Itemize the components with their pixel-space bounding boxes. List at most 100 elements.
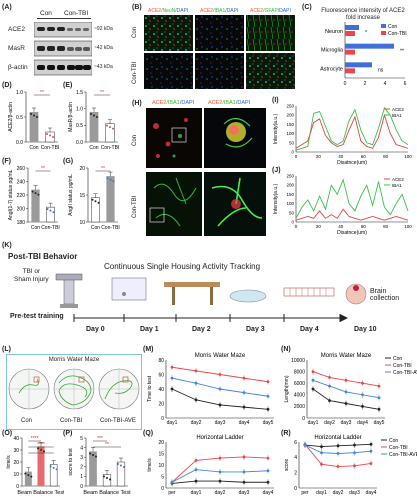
timeline-day-1: Day 1 bbox=[140, 326, 159, 333]
y-axis-label: Time to test bbox=[147, 375, 153, 402]
y-tick-label: 4 bbox=[294, 455, 297, 461]
panel-label-m: (M) bbox=[143, 346, 154, 353]
if-zoom-panel: ACE2/IBA1/DAPI ACE2/IBA1/DAPI Con Con-TB… bbox=[132, 100, 268, 238]
x-tick-label: per bbox=[168, 490, 176, 496]
x-tick-label: Con-TBI bbox=[101, 145, 120, 151]
timeline-pretest: Pre-test training bbox=[10, 313, 64, 320]
x-tick-label: 40 bbox=[338, 224, 344, 229]
panel-label-f: (F) bbox=[2, 158, 11, 165]
chart-e: 0.0 0.5 1.0 1.5 Con Con-TBI MasR/β-actin ** bbox=[68, 90, 120, 151]
y-tick-label: 3 bbox=[80, 455, 83, 461]
sig-label: * bbox=[365, 30, 367, 36]
category-label: Astrocyte bbox=[320, 66, 343, 72]
data-point bbox=[361, 381, 364, 385]
x-axis-label: Beam Balance Test bbox=[17, 490, 64, 496]
data-point bbox=[109, 126, 111, 129]
y-tick-label: 0.5 bbox=[16, 115, 23, 121]
chart-o: 0 10 20 30 40 time/s Beam Balance Test ********… bbox=[6, 436, 64, 496]
data-point bbox=[90, 113, 92, 115]
x-tick-label: day3 bbox=[239, 490, 250, 496]
x-tick-label: per bbox=[301, 490, 309, 496]
panel-label-q: (Q) bbox=[143, 430, 154, 437]
y-axis-label: AngII status pg/mL bbox=[68, 174, 74, 216]
data-point bbox=[344, 390, 348, 394]
data-point bbox=[49, 134, 51, 137]
blot-kda-masr: ~42 kDa bbox=[94, 45, 113, 51]
sig-label: ** bbox=[40, 90, 44, 96]
data-point bbox=[242, 391, 246, 395]
data-point bbox=[377, 407, 381, 411]
data-point bbox=[336, 465, 340, 468]
x-tick-label: 80 bbox=[383, 224, 389, 229]
data-point bbox=[311, 387, 315, 391]
data-point bbox=[369, 449, 373, 453]
maze-label-con: Con bbox=[21, 418, 33, 424]
x-tick-label: day1 bbox=[308, 420, 319, 426]
if-row-tbi: Con-TBI bbox=[132, 61, 138, 84]
if-zoom-row-tbi: Con-TBI bbox=[132, 195, 138, 218]
y-tick-label: 5 bbox=[161, 474, 164, 480]
bar bbox=[345, 68, 355, 74]
x-tick-label: 60 bbox=[361, 154, 367, 159]
data-point bbox=[40, 448, 42, 451]
panel-label-i: (I) bbox=[272, 97, 279, 104]
chart-c-svg: 0 2 4 6 Neuron * Microglia ** Astrocyte ns ConCon-… bbox=[320, 22, 407, 87]
data-point bbox=[123, 466, 125, 468]
data-point bbox=[194, 468, 198, 471]
if-images bbox=[144, 15, 295, 89]
data-point bbox=[344, 378, 348, 382]
legend-swatch bbox=[381, 24, 386, 28]
data-point bbox=[170, 365, 174, 369]
data-point bbox=[43, 450, 45, 453]
timeline-day-2: Day 2 bbox=[192, 326, 211, 333]
if-zoom-row-con: Con bbox=[132, 134, 138, 146]
bar bbox=[105, 123, 115, 143]
bar bbox=[345, 62, 372, 68]
x-tick-label: 0 bbox=[295, 154, 298, 159]
chart-title: Morris Water Maze bbox=[321, 353, 372, 359]
data-point bbox=[353, 443, 356, 447]
data-point bbox=[266, 380, 270, 384]
if-col-3-header: ACE2/GFAP/DAPI bbox=[250, 8, 291, 14]
data-point bbox=[170, 387, 174, 391]
y-tick-label: 10 bbox=[79, 220, 85, 226]
x-tick-label: 100 bbox=[404, 154, 412, 159]
x-tick-label: 60 bbox=[361, 224, 367, 229]
y-tick-label: 1.0 bbox=[16, 90, 23, 96]
legend-label: Con-TBI-AVE bbox=[389, 452, 417, 458]
sig-label: * bbox=[40, 448, 42, 454]
panel-label-r: (R) bbox=[281, 430, 291, 437]
data-point bbox=[109, 478, 111, 481]
y-tick-label: 0 bbox=[161, 416, 164, 422]
x-tick-label: 4 bbox=[384, 81, 387, 87]
data-point bbox=[344, 402, 348, 405]
data-point bbox=[92, 453, 94, 456]
data-point bbox=[320, 445, 323, 448]
data-point bbox=[353, 464, 356, 468]
sig-label: **** bbox=[31, 436, 39, 442]
data-point bbox=[218, 387, 222, 391]
panel-label-g: (G) bbox=[63, 158, 74, 165]
y-tick-label: 50 bbox=[289, 140, 295, 145]
bar bbox=[345, 43, 394, 49]
x-tick-label: Con bbox=[29, 145, 38, 151]
data-point bbox=[242, 470, 246, 474]
data-point bbox=[52, 211, 55, 214]
timeline-panel: Post-TBI Behavior Continuous Single Hous… bbox=[4, 248, 414, 344]
legend-label: Con-TBI bbox=[393, 363, 412, 369]
x-axis-label: Disatnce(um) bbox=[337, 230, 367, 236]
maze-images bbox=[8, 368, 140, 410]
x-tick-label: day1 bbox=[316, 490, 327, 496]
category-label: Neuron bbox=[325, 29, 343, 35]
y-tick-label: 1 bbox=[80, 474, 83, 480]
x-tick-label: day5 bbox=[374, 420, 385, 426]
x-tick-label: day1 bbox=[191, 490, 202, 496]
timeline-day-3: Day 3 bbox=[246, 326, 265, 333]
chart-i: 0 50 100 150 200 250 0 20 40 60 80 100 Disatnce(um) I… bbox=[273, 104, 412, 167]
y-tick-label: 6000 bbox=[294, 381, 305, 387]
legend-label: Con-TBI bbox=[388, 31, 407, 37]
panel-label-p: (P) bbox=[63, 430, 73, 437]
bar bbox=[102, 474, 112, 487]
sig-label: ** bbox=[105, 442, 109, 448]
data-point bbox=[46, 133, 48, 135]
